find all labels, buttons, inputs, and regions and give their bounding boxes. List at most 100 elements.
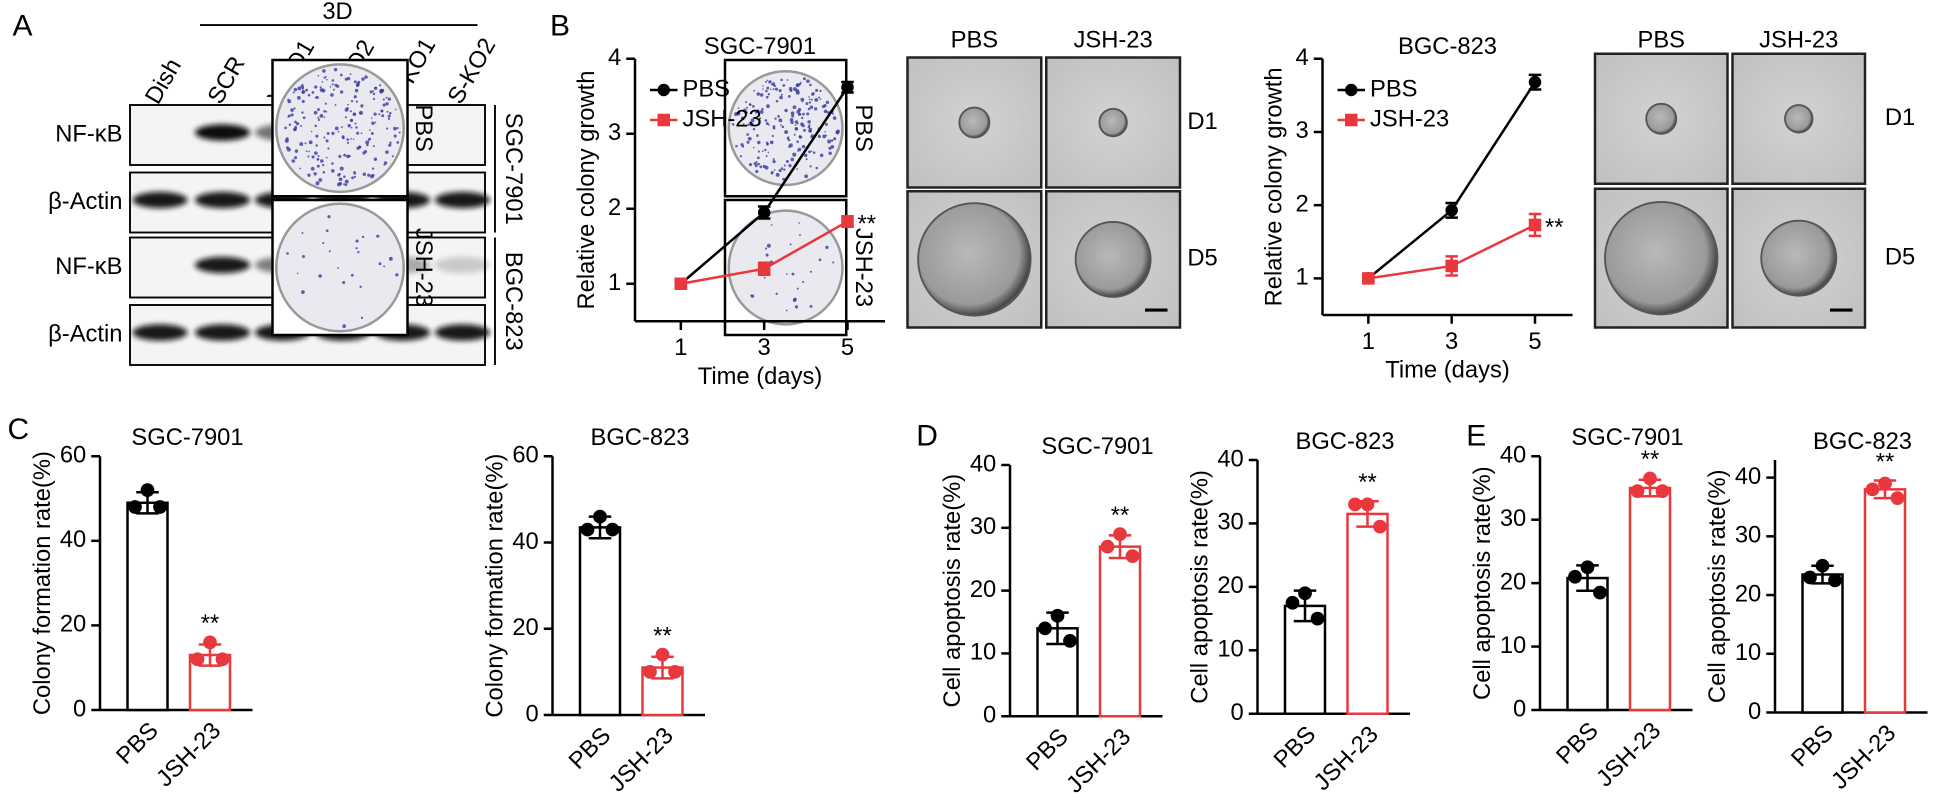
y-tick-label: 30 bbox=[1500, 505, 1526, 532]
colony bbox=[734, 112, 738, 117]
colony bbox=[300, 84, 305, 89]
colony bbox=[809, 165, 812, 168]
x-tick-label: JSH-23 bbox=[1591, 717, 1666, 792]
x-tick-label: 5 bbox=[1528, 328, 1541, 355]
colony bbox=[331, 162, 334, 165]
colony bbox=[824, 130, 826, 133]
y-axis-label: Cell apoptosis rate(%) bbox=[939, 474, 966, 708]
colony bbox=[749, 121, 751, 123]
colony bbox=[786, 137, 790, 140]
colony bbox=[317, 158, 320, 161]
colony bbox=[756, 156, 760, 160]
colony bbox=[782, 84, 785, 87]
marker bbox=[1528, 75, 1542, 89]
chart-title: BGC-823 bbox=[1295, 428, 1394, 455]
colony bbox=[801, 116, 804, 120]
marker bbox=[1445, 259, 1458, 273]
colony bbox=[771, 82, 776, 86]
colony bbox=[828, 151, 832, 155]
colony bbox=[307, 155, 310, 158]
row-label: D5 bbox=[1885, 243, 1915, 270]
colony bbox=[360, 132, 363, 135]
y-tick-label: 0 bbox=[983, 702, 996, 729]
colony bbox=[814, 97, 819, 102]
colony bbox=[358, 112, 362, 115]
y-tick-label: 20 bbox=[60, 611, 86, 638]
colony bbox=[349, 73, 352, 76]
colony bbox=[315, 95, 319, 99]
colony bbox=[809, 83, 812, 87]
legend-marker bbox=[1345, 83, 1358, 97]
colony bbox=[393, 126, 397, 131]
colony bbox=[819, 153, 824, 158]
colony bbox=[322, 69, 326, 73]
colony bbox=[770, 224, 773, 226]
colony bbox=[777, 115, 780, 118]
data-point bbox=[1878, 476, 1892, 491]
data-point bbox=[190, 652, 205, 667]
colony bbox=[322, 241, 325, 245]
row-label: D1 bbox=[1187, 108, 1217, 135]
colony bbox=[818, 96, 821, 99]
colony bbox=[353, 171, 357, 175]
micrograph bbox=[1044, 56, 1182, 189]
colony bbox=[789, 88, 793, 92]
colony bbox=[780, 93, 783, 96]
colony bbox=[819, 98, 822, 100]
x-tick-label: JSH-23 bbox=[1826, 720, 1901, 795]
colony bbox=[339, 90, 344, 94]
colony bbox=[766, 86, 770, 90]
colony bbox=[796, 287, 799, 290]
colony bbox=[293, 87, 298, 92]
colony bbox=[749, 103, 752, 106]
colony bbox=[355, 100, 359, 103]
colony bbox=[388, 143, 392, 147]
colony bbox=[743, 108, 747, 113]
colony bbox=[378, 262, 382, 266]
colony bbox=[349, 110, 352, 113]
y-axis-label: Cell apoptosis rate(%) bbox=[1469, 466, 1496, 700]
lane-label: Dish bbox=[140, 54, 187, 109]
colony bbox=[308, 140, 313, 145]
colony bbox=[331, 79, 335, 82]
colony bbox=[360, 316, 364, 319]
colony bbox=[806, 112, 810, 116]
colony bbox=[783, 168, 786, 171]
colony bbox=[372, 90, 375, 93]
y-tick-label: 40 bbox=[1217, 445, 1243, 472]
data-point bbox=[1643, 471, 1657, 486]
colony bbox=[382, 98, 385, 101]
colony bbox=[350, 137, 352, 140]
y-tick-label: 20 bbox=[512, 614, 538, 641]
bar bbox=[1801, 573, 1844, 714]
colony bbox=[775, 172, 780, 177]
colony bbox=[311, 91, 315, 94]
colony bbox=[741, 116, 744, 119]
panel-label: A bbox=[13, 9, 33, 42]
colony bbox=[764, 119, 768, 122]
y-axis-label: Colony formation rate(%) bbox=[29, 451, 56, 715]
data-point bbox=[1063, 634, 1077, 648]
legend-marker bbox=[657, 83, 670, 97]
colony bbox=[762, 88, 764, 90]
colony bbox=[801, 144, 806, 149]
colony bbox=[331, 169, 335, 173]
colony bbox=[343, 183, 346, 186]
colony bbox=[338, 177, 343, 182]
colony bbox=[317, 118, 321, 122]
marker bbox=[1528, 218, 1542, 232]
colony bbox=[765, 95, 769, 99]
colony bbox=[373, 112, 377, 116]
annotation: ** bbox=[1545, 214, 1564, 241]
group-label: 3D bbox=[322, 0, 352, 25]
data-point bbox=[215, 652, 230, 667]
colony bbox=[759, 165, 763, 169]
data-point bbox=[1310, 611, 1325, 626]
colony bbox=[774, 87, 779, 91]
colony bbox=[304, 142, 307, 145]
data-point bbox=[605, 522, 620, 537]
colony bbox=[344, 116, 347, 119]
colony bbox=[833, 137, 837, 141]
colony bbox=[767, 93, 771, 96]
colony bbox=[322, 170, 326, 174]
